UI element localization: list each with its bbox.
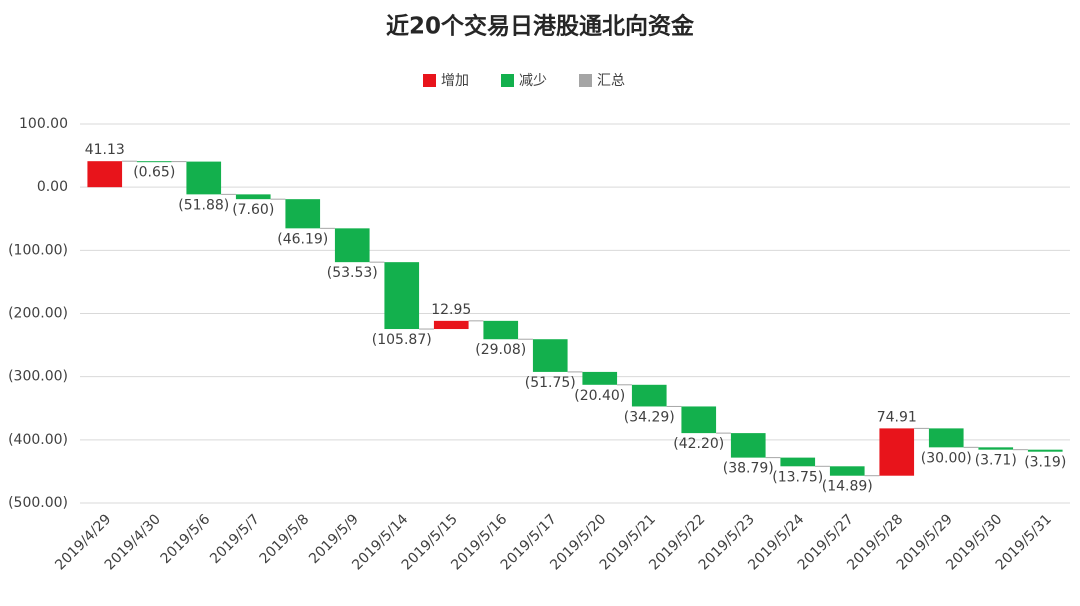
data-label: (0.65) <box>133 165 175 181</box>
bar <box>186 161 222 195</box>
y-tick-label: (200.00) <box>8 306 68 322</box>
y-tick-label: (300.00) <box>8 369 68 385</box>
data-label: (3.71) <box>975 453 1017 469</box>
bar <box>235 194 271 200</box>
data-label: (51.75) <box>525 375 576 391</box>
legend-swatch <box>579 74 592 87</box>
data-label: (29.08) <box>475 342 526 358</box>
bar <box>483 320 519 340</box>
data-label: (46.19) <box>277 231 328 247</box>
legend-label: 增加 <box>441 73 469 89</box>
bar <box>829 466 865 476</box>
y-tick-label: (500.00) <box>8 495 68 511</box>
bar <box>978 447 1014 450</box>
data-label: (13.75) <box>772 469 823 485</box>
y-tick-label: (100.00) <box>8 242 68 258</box>
data-label: (38.79) <box>723 461 774 477</box>
bar <box>780 457 816 467</box>
data-label: 41.13 <box>85 142 125 158</box>
bar <box>631 384 667 407</box>
data-label: (3.19) <box>1024 455 1066 471</box>
data-label: (53.53) <box>327 265 378 281</box>
bar <box>582 371 618 385</box>
bar <box>285 199 321 229</box>
bar <box>87 161 123 188</box>
x-tick-label: 2019/5/8 <box>257 511 313 567</box>
bar <box>433 320 469 330</box>
data-label: (14.89) <box>822 479 873 495</box>
data-label: (20.40) <box>574 388 625 404</box>
bar <box>1027 449 1063 452</box>
x-tick-label: 2019/5/6 <box>158 511 214 567</box>
y-tick-label: (400.00) <box>8 432 68 448</box>
bar <box>136 161 172 163</box>
bar <box>879 428 915 476</box>
data-label: (51.88) <box>178 197 229 213</box>
bar <box>681 406 717 434</box>
data-label: (34.29) <box>624 409 675 425</box>
legend-label: 汇总 <box>597 73 625 89</box>
legend-swatch <box>423 74 436 87</box>
data-label: (7.60) <box>232 202 274 218</box>
legend-label: 减少 <box>519 73 547 89</box>
data-label: (42.20) <box>673 436 724 452</box>
bar <box>730 433 766 458</box>
bar <box>532 339 568 372</box>
data-label: (30.00) <box>921 450 972 466</box>
data-label: (105.87) <box>372 332 432 348</box>
data-label: 12.95 <box>431 302 471 318</box>
y-tick-label: 100.00 <box>19 116 68 132</box>
legend-swatch <box>501 74 514 87</box>
bar <box>334 228 370 263</box>
bar <box>384 262 420 330</box>
data-label: 74.91 <box>877 409 917 425</box>
y-tick-label: 0.00 <box>37 179 68 195</box>
chart-title: 近20个交易日港股通北向资金 <box>386 13 695 40</box>
bar <box>928 428 964 448</box>
x-tick-label: 2019/5/7 <box>207 511 263 567</box>
